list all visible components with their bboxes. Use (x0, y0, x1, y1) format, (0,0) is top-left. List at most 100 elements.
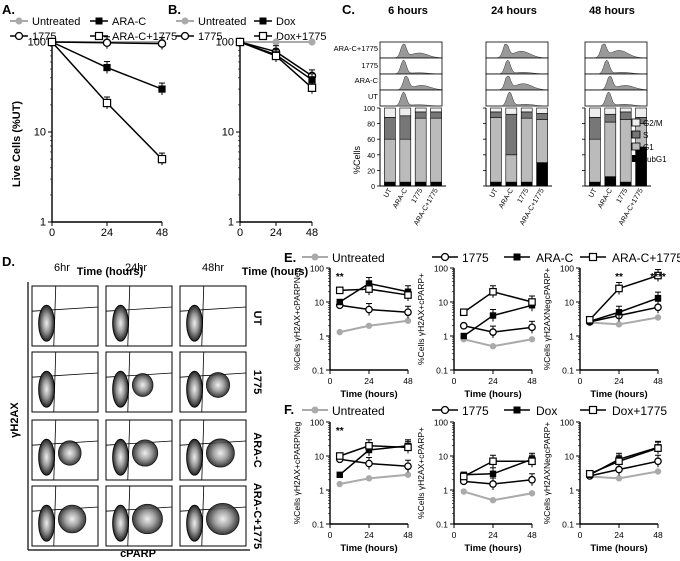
density-contour (38, 504, 55, 542)
series-line (339, 445, 409, 457)
y-tick-label: 100 (216, 37, 234, 49)
y-tick-label: 10 (439, 452, 449, 462)
density-contour (186, 438, 203, 476)
data-point (585, 315, 594, 324)
x-tick-label: 1775 (411, 187, 425, 204)
bar-segment (589, 138, 601, 183)
density-contour (186, 370, 203, 408)
legend-label: ARA-C (112, 16, 146, 28)
y-tick-label: 10 (315, 298, 325, 308)
panel-label-a: A. (2, 2, 15, 17)
density-contour (38, 304, 55, 342)
x-tick-label: UT (588, 187, 599, 199)
histogram-frame (485, 57, 549, 75)
bar-segment (505, 154, 518, 183)
bar-segment (619, 119, 632, 183)
data-point (404, 462, 412, 471)
data-point (615, 475, 623, 482)
legend-label: ARA-C+1775 (612, 251, 680, 265)
data-point (460, 488, 467, 495)
legend-label: 1775 (462, 404, 489, 418)
gate-line (201, 351, 205, 413)
data-point (528, 336, 536, 343)
y-tick-label: 10 (565, 452, 575, 462)
y-tick-label: 0.1 (562, 366, 574, 376)
bar-segment (430, 107, 442, 113)
y-tick-label: 10 (439, 298, 449, 308)
y-tick-label: 100 (310, 264, 324, 274)
data-point (102, 38, 112, 48)
bar-segment (430, 111, 442, 119)
time-title: 24 hours (491, 5, 537, 17)
y-axis-label: Live Cells (%UT) (11, 101, 23, 188)
data-point (654, 314, 662, 321)
histogram-frame (584, 57, 648, 75)
x-axis-label: Time (hours) (590, 543, 647, 554)
legend-label: 1775 (198, 31, 222, 43)
data-point (489, 312, 497, 319)
y-tick-label: 100 (434, 264, 448, 274)
density-contour (112, 370, 129, 408)
legend-marker (180, 31, 190, 41)
x-tick-label: 0 (452, 530, 457, 540)
legend-label: Untreated (198, 16, 246, 28)
x-tick-label: 24 (488, 376, 498, 386)
bar-segment (536, 113, 548, 120)
gate-line (53, 419, 57, 481)
density-contour (112, 304, 129, 342)
histogram-curve (585, 91, 648, 107)
bar-segment (399, 138, 412, 183)
data-point (459, 472, 468, 481)
x-axis-label: Time (hours) (590, 389, 647, 400)
data-point (158, 85, 166, 93)
y-tick-label: 20 (367, 168, 375, 175)
series-line (339, 304, 409, 313)
legend-label: subG1 (643, 155, 667, 164)
series-line (463, 490, 533, 502)
histogram-frame (485, 89, 549, 107)
histogram-frame (379, 89, 443, 107)
series-line (339, 473, 409, 485)
legend-marker (311, 253, 319, 261)
row-label: UT (368, 92, 378, 101)
data-point (528, 475, 536, 484)
panel-label-d: D. (2, 254, 15, 269)
bar-segment (619, 107, 632, 113)
significance-label: ** (615, 272, 623, 283)
bar-segment (604, 113, 617, 123)
legend-c: G2/M S G1 subG1 (631, 118, 667, 164)
col-label: 6hr (54, 262, 70, 274)
x-axis-label: Time (hours) (340, 543, 397, 554)
histogram-curve (486, 91, 549, 107)
bar-segment (520, 117, 533, 183)
y-tick-label: 100 (310, 418, 324, 428)
density-contour (112, 438, 129, 476)
bar-segment (399, 115, 412, 140)
row-label: ARA-C+1775 (251, 483, 263, 549)
significance-label: ** (336, 426, 344, 437)
x-tick-label: ARA-C (392, 188, 409, 210)
y-axis-label: %Cells γH2AXNegcPARP+ (542, 422, 552, 525)
y-tick-label: 100 (363, 106, 375, 113)
bar-segment (589, 181, 601, 187)
bar-segment (619, 111, 632, 121)
x-axis-label: Time (hours) (340, 389, 397, 400)
legend-label: Untreated (332, 404, 385, 418)
legend-swatch (631, 142, 641, 151)
legend-f: Untreated 1775 Dox Dox+1775 (302, 404, 667, 418)
bar-segment (536, 107, 548, 114)
data-point (336, 480, 343, 488)
data-point (157, 39, 167, 48)
y-tick-label: 10 (315, 452, 325, 462)
series-line (463, 290, 533, 313)
panel-label-c: C. (342, 2, 355, 17)
gate-line (201, 419, 205, 481)
gate-line (201, 285, 205, 347)
data-point (272, 38, 280, 46)
time-title: 48 hours (589, 5, 635, 17)
y-tick-label: 1 (319, 332, 324, 342)
significance-label: ** (336, 272, 344, 283)
legend-label: Untreated (32, 16, 80, 28)
y-tick-label: 1 (569, 332, 574, 342)
x-tick-label: 1775 (616, 187, 630, 204)
